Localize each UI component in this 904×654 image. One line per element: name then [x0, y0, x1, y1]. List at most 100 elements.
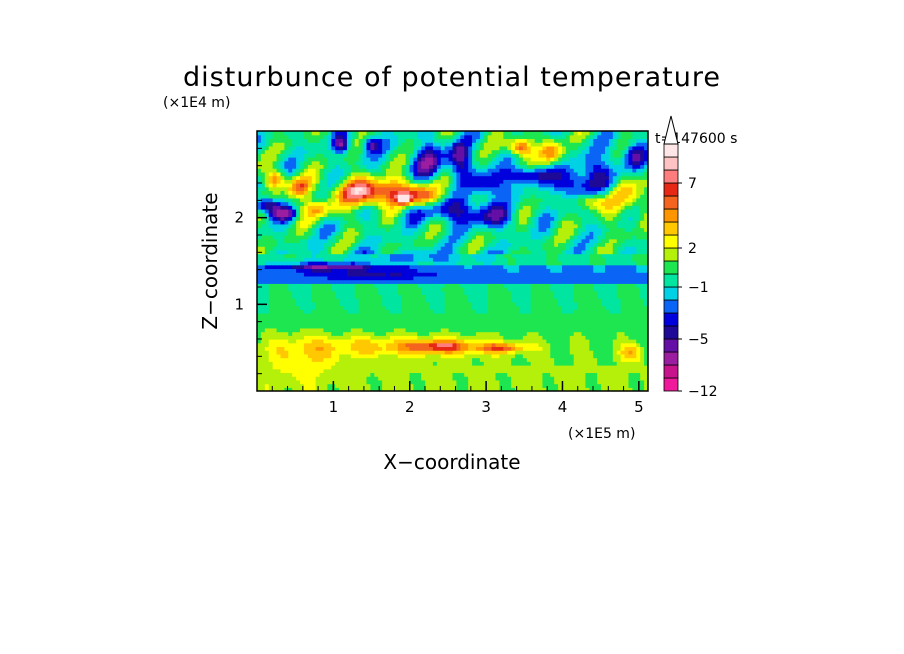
contour-cell	[534, 279, 540, 284]
contour-cell	[573, 327, 579, 333]
contour-cell	[268, 346, 274, 351]
contour-cell	[276, 235, 282, 240]
contour-cell	[518, 209, 524, 214]
contour-cell	[436, 294, 442, 299]
contour-cell	[479, 350, 485, 355]
contour-cell	[292, 376, 297, 381]
contour-cell	[511, 283, 516, 288]
contour-cell	[503, 327, 508, 333]
contour-cell	[362, 279, 368, 284]
contour-cell	[378, 220, 383, 225]
contour-cell	[264, 294, 270, 299]
contour-cell	[335, 387, 340, 391]
contour-cell	[608, 216, 614, 221]
contour-cell	[335, 324, 340, 329]
contour-cell	[350, 339, 356, 344]
contour-cell	[640, 249, 645, 255]
contour-cell	[448, 301, 454, 307]
contour-cell	[503, 379, 508, 385]
contour-cell	[518, 283, 524, 288]
contour-cell	[612, 387, 618, 391]
contour-cell	[417, 287, 422, 292]
contour-cell	[558, 290, 563, 296]
contour-cell	[413, 353, 418, 359]
contour-cell	[378, 231, 383, 236]
contour-cell	[425, 331, 430, 336]
contour-cell	[628, 301, 633, 307]
contour-cell	[495, 298, 501, 303]
contour-cell	[335, 309, 340, 314]
contour-cell	[542, 353, 547, 359]
contour-cell	[272, 387, 278, 391]
contour-cell	[331, 246, 336, 251]
contour-cell	[515, 205, 520, 210]
contour-cell	[378, 361, 383, 366]
contour-cell	[405, 235, 411, 240]
contour-cell	[405, 320, 411, 325]
contour-cell	[264, 335, 270, 340]
contour-cell	[335, 365, 340, 370]
contour-cell	[307, 350, 313, 355]
contour-cell	[518, 342, 524, 348]
contour-cell	[436, 264, 442, 270]
contour-cell	[636, 264, 641, 270]
contour-cell	[354, 387, 360, 391]
contour-cell	[534, 342, 540, 348]
contour-cell	[616, 331, 622, 336]
contour-cell	[593, 383, 598, 388]
contour-cell	[409, 350, 414, 355]
contour-cell	[343, 320, 348, 325]
contour-cell	[604, 298, 610, 303]
contour-cell	[589, 301, 594, 307]
contour-cell	[292, 261, 297, 266]
contour-cell	[425, 305, 430, 310]
contour-cell	[479, 268, 485, 273]
contour-cell	[644, 305, 648, 310]
contour-cell	[585, 264, 590, 270]
contour-cell	[389, 275, 395, 281]
contour-cell	[569, 283, 575, 288]
contour-cell	[624, 220, 630, 225]
contour-cell	[526, 335, 532, 340]
contour-cell	[319, 238, 325, 244]
contour-cell	[550, 346, 555, 351]
contour-cell	[452, 235, 458, 240]
contour-cell	[456, 316, 461, 322]
contour-cell	[464, 242, 469, 247]
contour-cell	[530, 305, 536, 310]
contour-cell	[597, 257, 602, 262]
contour-cell	[432, 246, 438, 251]
contour-cell	[436, 253, 442, 258]
contour-cell	[288, 331, 293, 336]
contour-cell	[288, 350, 293, 355]
contour-cell	[601, 242, 606, 247]
contour-cell	[585, 350, 590, 355]
contour-cell	[350, 335, 356, 340]
contour-cell	[644, 242, 648, 247]
contour-cell	[632, 235, 637, 240]
contour-cell	[339, 231, 344, 236]
contour-cell	[374, 264, 379, 270]
contour-cell	[581, 305, 587, 310]
contour-cell	[640, 316, 645, 322]
contour-cell	[448, 272, 454, 277]
contour-cell	[389, 331, 395, 336]
contour-cell	[483, 316, 489, 322]
contour-cell	[491, 342, 497, 348]
contour-cell	[386, 320, 391, 325]
contour-cell	[354, 324, 360, 329]
contour-cell	[405, 209, 411, 214]
contour-cell	[323, 368, 328, 374]
contour-cell	[515, 253, 520, 258]
contour-cell	[542, 350, 547, 355]
contour-cell	[503, 316, 508, 322]
contour-cell	[343, 316, 348, 322]
contour-cell	[311, 283, 317, 288]
contour-cell	[468, 368, 473, 374]
contour-cell	[460, 346, 465, 351]
contour-cell	[440, 383, 446, 388]
contour-cell	[550, 331, 555, 336]
contour-cell	[538, 209, 544, 214]
contour-cell	[452, 357, 458, 362]
contour-cell	[303, 238, 309, 244]
